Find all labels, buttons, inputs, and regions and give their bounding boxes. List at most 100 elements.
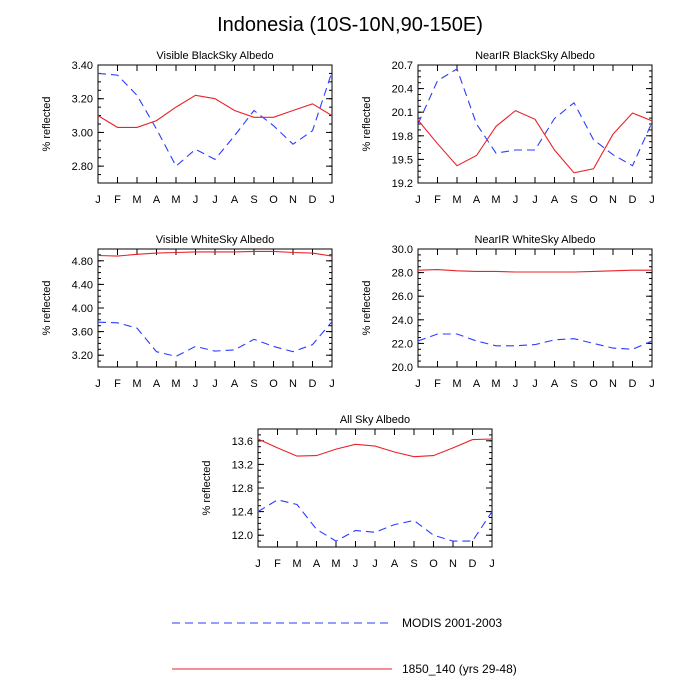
panel-title: NearIR BlackSky Albedo bbox=[475, 50, 595, 62]
series-line-model bbox=[257, 438, 493, 458]
x-tick-label: S bbox=[410, 558, 417, 570]
y-axis-label: % reflected bbox=[41, 96, 53, 151]
y-tick-label: 20.4 bbox=[392, 84, 413, 96]
y-axis-label: % reflected bbox=[201, 460, 213, 515]
x-tick-label: A bbox=[313, 558, 321, 570]
y-tick-label: 4.80 bbox=[72, 256, 93, 268]
x-tick-label: J bbox=[193, 378, 199, 390]
y-axis-label: % reflected bbox=[361, 280, 373, 335]
plot-frame bbox=[417, 248, 653, 368]
x-tick-label: J bbox=[415, 194, 421, 206]
panel-title: NearIR WhiteSky Albedo bbox=[474, 234, 595, 246]
x-tick-label: D bbox=[309, 378, 317, 390]
x-tick-label: A bbox=[551, 378, 559, 390]
x-tick-label: M bbox=[171, 378, 180, 390]
y-tick-label: 22.0 bbox=[392, 338, 413, 350]
y-axis-label: % reflected bbox=[361, 96, 373, 151]
legend: MODIS 2001-2003 1850_140 (yrs 29-48) bbox=[172, 616, 517, 676]
x-tick-label: J bbox=[212, 194, 218, 206]
x-tick-label: F bbox=[434, 194, 441, 206]
x-tick-label: A bbox=[391, 558, 399, 570]
plot-frame bbox=[97, 64, 333, 184]
x-tick-label: F bbox=[114, 378, 121, 390]
chart-panel-3: Visible WhiteSky Albedo % reflected 3.20 3.… bbox=[41, 234, 335, 390]
x-tick-label: M bbox=[171, 194, 180, 206]
x-tick-label: A bbox=[231, 378, 239, 390]
x-tick-label: O bbox=[269, 378, 278, 390]
series-line-model bbox=[417, 269, 652, 273]
y-tick-label: 30.0 bbox=[392, 244, 413, 256]
x-tick-label: O bbox=[429, 558, 438, 570]
x-tick-label: J bbox=[95, 194, 101, 206]
chart-panel-2: NearIR BlackSky Albedo % reflected 19.2 19.… bbox=[361, 50, 655, 206]
y-tick-label: 12.0 bbox=[232, 530, 253, 542]
x-tick-label: S bbox=[250, 194, 257, 206]
figure-title: Indonesia (10S-10N,90-150E) bbox=[217, 14, 483, 36]
series-line-model bbox=[97, 250, 333, 257]
x-tick-label: D bbox=[629, 194, 637, 206]
x-tick-label: J bbox=[649, 194, 655, 206]
y-tick-label: 19.8 bbox=[392, 131, 413, 143]
x-tick-label: J bbox=[532, 378, 538, 390]
x-tick-label: J bbox=[513, 378, 519, 390]
chart-panel-5: All Sky Albedo % reflected 12.0 12.4 12.8 13.… bbox=[201, 414, 495, 570]
x-tick-label: M bbox=[452, 378, 461, 390]
x-tick-label: A bbox=[473, 378, 481, 390]
x-tick-label: O bbox=[589, 194, 598, 206]
x-tick-label: J bbox=[212, 378, 218, 390]
x-tick-label: N bbox=[609, 194, 617, 206]
x-tick-label: O bbox=[269, 194, 278, 206]
x-tick-label: J bbox=[329, 194, 335, 206]
x-tick-label: J bbox=[513, 194, 519, 206]
y-tick-label: 13.2 bbox=[232, 459, 253, 471]
x-tick-label: J bbox=[372, 558, 378, 570]
y-tick-label: 20.1 bbox=[392, 107, 413, 119]
legend-label-2: 1850_140 (yrs 29-48) bbox=[402, 662, 517, 676]
series-line-modis bbox=[97, 321, 333, 357]
y-tick-label: 12.8 bbox=[232, 483, 253, 495]
x-tick-label: A bbox=[153, 378, 161, 390]
x-tick-label: M bbox=[491, 378, 500, 390]
y-tick-label: 26.0 bbox=[392, 291, 413, 303]
series-line-modis bbox=[417, 333, 653, 350]
y-tick-label: 4.40 bbox=[72, 279, 93, 291]
x-tick-label: O bbox=[589, 378, 598, 390]
y-tick-label: 20.0 bbox=[392, 362, 413, 374]
x-tick-label: J bbox=[193, 194, 199, 206]
x-tick-label: A bbox=[231, 194, 239, 206]
x-tick-label: A bbox=[473, 194, 481, 206]
series-line-modis bbox=[257, 499, 493, 542]
series-line-modis bbox=[97, 71, 333, 167]
panel-title: Visible BlackSky Albedo bbox=[156, 50, 273, 62]
y-tick-label: 28.0 bbox=[392, 268, 413, 280]
x-tick-label: N bbox=[449, 558, 457, 570]
y-tick-label: 24.0 bbox=[392, 315, 413, 327]
x-tick-label: J bbox=[415, 378, 421, 390]
x-tick-label: N bbox=[289, 378, 297, 390]
y-tick-label: 2.80 bbox=[72, 161, 93, 173]
y-tick-label: 3.40 bbox=[72, 60, 93, 72]
x-tick-label: N bbox=[289, 194, 297, 206]
x-tick-label: J bbox=[95, 378, 101, 390]
x-tick-label: F bbox=[274, 558, 281, 570]
y-tick-label: 3.00 bbox=[72, 127, 93, 139]
panel-title: Visible WhiteSky Albedo bbox=[156, 234, 274, 246]
chart-panel-1: Visible BlackSky Albedo % reflected 2.80 3.… bbox=[41, 50, 335, 206]
x-tick-label: A bbox=[551, 194, 559, 206]
x-tick-label: J bbox=[353, 558, 359, 570]
x-tick-label: N bbox=[609, 378, 617, 390]
x-tick-label: A bbox=[153, 194, 161, 206]
legend-label-1: MODIS 2001-2003 bbox=[402, 616, 502, 630]
y-tick-label: 3.60 bbox=[72, 327, 93, 339]
y-tick-label: 4.00 bbox=[72, 303, 93, 315]
x-tick-label: J bbox=[532, 194, 538, 206]
x-tick-label: M bbox=[452, 194, 461, 206]
plot-frame bbox=[417, 64, 653, 184]
x-tick-label: M bbox=[331, 558, 340, 570]
x-tick-label: D bbox=[309, 194, 317, 206]
x-tick-label: S bbox=[570, 378, 577, 390]
y-tick-label: 12.4 bbox=[232, 507, 253, 519]
x-tick-label: M bbox=[132, 194, 141, 206]
y-tick-label: 3.20 bbox=[72, 94, 93, 106]
